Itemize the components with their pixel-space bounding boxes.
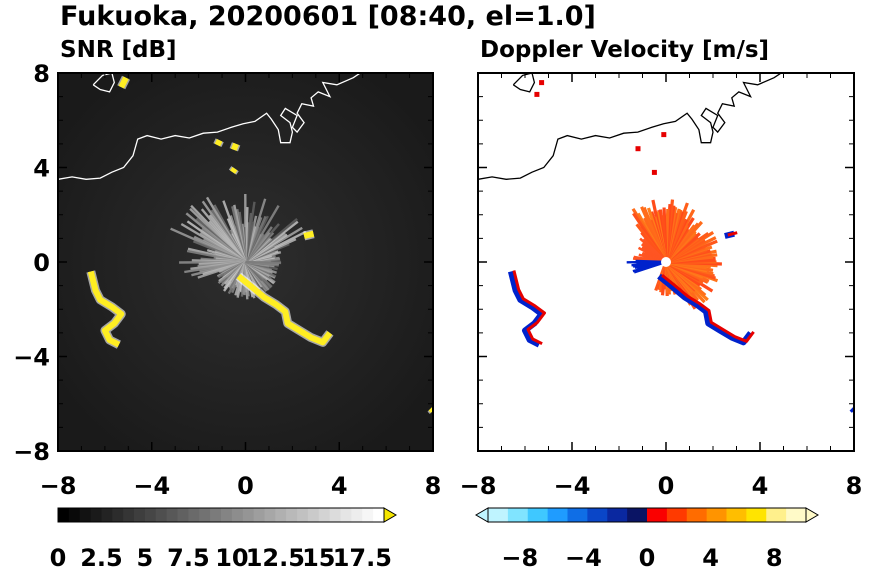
snr-colorbar-bin xyxy=(264,508,275,522)
snr-colorbar-bin xyxy=(80,508,91,522)
snr-colorbar-tick-label: 10 xyxy=(215,544,248,570)
snr-colorbar-bin xyxy=(156,508,167,522)
snr-echo xyxy=(121,78,126,88)
radar-site-mask xyxy=(661,257,671,267)
snr-colorbar-bin xyxy=(351,508,362,522)
snr-colorbar-bin xyxy=(286,508,297,522)
snr-colorbar-bin xyxy=(319,508,330,522)
snr-colorbar-tick-label: 2.5 xyxy=(80,544,123,570)
clutter-ray xyxy=(246,262,282,263)
y-tick-label: 8 xyxy=(33,60,50,88)
snr-colorbar-bin xyxy=(145,508,156,522)
y-tick-label: −8 xyxy=(13,438,50,466)
snr-colorbar-bin xyxy=(362,508,373,522)
snr-colorbar-bin xyxy=(341,508,352,522)
snr-colorbar-bin xyxy=(254,508,265,522)
doppler-colorbar-bin xyxy=(548,508,568,522)
y-tick-label: 0 xyxy=(33,249,50,277)
doppler-colorbar-bin xyxy=(627,508,647,522)
snr-colorbar-bin xyxy=(123,508,134,522)
snr-colorbar-tick-label: 15 xyxy=(302,544,335,570)
snr-colorbar-bin xyxy=(330,508,341,522)
doppler-colorbar-tick-label: −4 xyxy=(565,544,602,570)
x-tick-label: −8 xyxy=(40,472,77,500)
snr-colorbar: 0 2.5 5 7.5 1012.51517.5 xyxy=(50,508,396,570)
doppler-colorbar-tick-label: −8 xyxy=(501,544,538,570)
snr-colorbar-bin xyxy=(373,508,384,522)
doppler-panel-title: Doppler Velocity [m/s] xyxy=(480,37,769,63)
snr-colorbar-bin xyxy=(210,508,221,522)
doppler-speck xyxy=(534,92,539,97)
x-tick-label: 8 xyxy=(425,472,442,500)
snr-colorbar-bin xyxy=(167,508,178,522)
doppler-colorbar-bin xyxy=(508,508,528,522)
doppler-colorbar: −8 −4 0 4 8 xyxy=(476,508,818,570)
snr-echo xyxy=(234,144,236,150)
doppler-panel: −8 −4 0 4 8 xyxy=(460,73,863,500)
snr-colorbar-extend xyxy=(384,508,396,522)
x-tick-label: 0 xyxy=(237,472,254,500)
snr-colorbar-tick-label: 5 xyxy=(137,544,154,570)
snr-colorbar-tick-label: 17.5 xyxy=(333,544,392,570)
snr-colorbar-bin xyxy=(232,508,243,522)
doppler-colorbar-bin xyxy=(786,508,806,522)
doppler-colorbar-bin xyxy=(766,508,786,522)
snr-colorbar-tick-label: 12.5 xyxy=(246,544,305,570)
snr-colorbar-tick-label: 7.5 xyxy=(167,544,210,570)
snr-colorbar-bin xyxy=(69,508,80,522)
snr-colorbar-bin xyxy=(188,508,199,522)
doppler-colorbar-tick-label: 0 xyxy=(639,544,656,570)
doppler-colorbar-bin xyxy=(647,508,667,522)
doppler-echo-recede xyxy=(855,408,857,410)
snr-echo xyxy=(233,169,235,173)
snr-panel: −8 −4 0 4 8 8 4 0 −4 −8 xyxy=(13,60,441,500)
doppler-colorbar-bin xyxy=(687,508,707,522)
doppler-colorbar-bin xyxy=(587,508,607,522)
doppler-colorbar-tick-label: 4 xyxy=(702,544,719,570)
x-tick-label: 4 xyxy=(331,472,348,500)
doppler-colorbar-bin xyxy=(528,508,548,522)
snr-colorbar-bin xyxy=(58,508,69,522)
snr-colorbar-tick-label: 0 xyxy=(50,544,67,570)
snr-colorbar-bin xyxy=(308,508,319,522)
y-tick-label: 4 xyxy=(33,155,50,183)
snr-panel-title: SNR [dB] xyxy=(60,37,177,63)
x-tick-label: −8 xyxy=(460,472,497,500)
snr-colorbar-bin xyxy=(199,508,210,522)
snr-colorbar-bin xyxy=(112,508,123,522)
doppler-colorbar-bin xyxy=(568,508,588,522)
x-tick-label: −4 xyxy=(133,472,170,500)
snr-colorbar-bin xyxy=(91,508,102,522)
x-tick-label: 8 xyxy=(846,472,863,500)
snr-colorbar-bin xyxy=(134,508,145,522)
x-tick-label: −4 xyxy=(554,472,591,500)
snr-echo xyxy=(217,140,219,145)
doppler-colorbar-extend-low xyxy=(476,508,488,522)
doppler-colorbar-bin xyxy=(746,508,766,522)
doppler-colorbar-bin xyxy=(667,508,687,522)
snr-colorbar-bin xyxy=(101,508,112,522)
doppler-speck xyxy=(661,132,666,137)
snr-colorbar-bin xyxy=(275,508,286,522)
snr-echo xyxy=(304,234,313,236)
doppler-colorbar-bin xyxy=(488,508,508,522)
snr-colorbar-bin xyxy=(243,508,254,522)
snr-colorbar-bin xyxy=(178,508,189,522)
figure-title: Fukuoka, 20200601 [08:40, el=1.0] xyxy=(60,1,596,32)
x-tick-label: 4 xyxy=(752,472,769,500)
doppler-speck xyxy=(539,80,544,85)
doppler-colorbar-tick-label: 8 xyxy=(766,544,783,570)
doppler-colorbar-bin xyxy=(607,508,627,522)
doppler-speck xyxy=(652,170,657,175)
doppler-colorbar-extend-high xyxy=(806,508,818,522)
snr-colorbar-bin xyxy=(297,508,308,522)
doppler-colorbar-bin xyxy=(727,508,747,522)
doppler-speck xyxy=(636,146,641,151)
x-tick-label: 0 xyxy=(658,472,675,500)
doppler-colorbar-bin xyxy=(707,508,727,522)
y-tick-label: −4 xyxy=(13,344,50,372)
snr-colorbar-bin xyxy=(221,508,232,522)
